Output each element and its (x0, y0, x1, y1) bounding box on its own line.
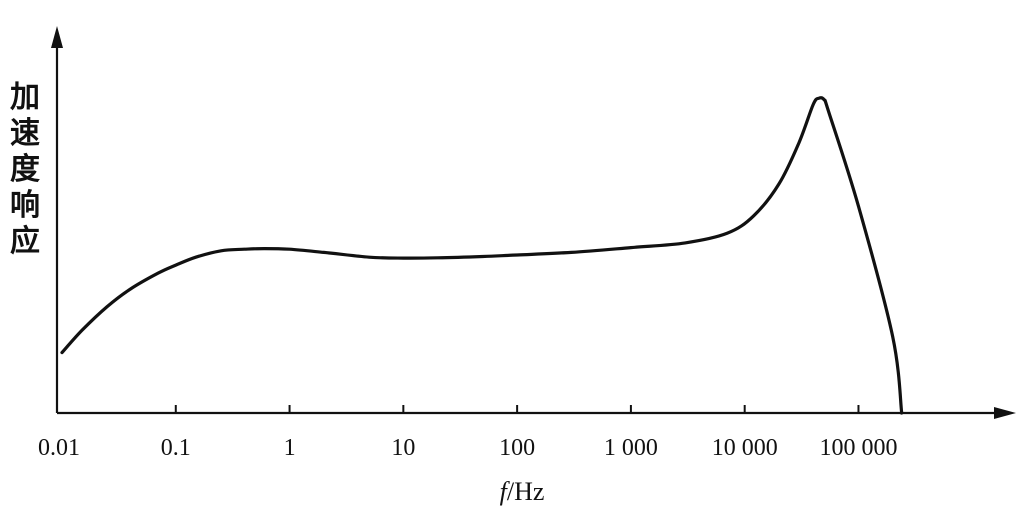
x-tick-label: 1 000 (604, 435, 658, 461)
x-axis-tick-labels: 0.01 0.1 1 10 100 1 000 10 000 100 000 (38, 435, 897, 461)
x-axis-title-unit: /Hz (507, 477, 545, 506)
x-tick-label: 100 000 (819, 435, 897, 461)
x-axis-title: f/Hz (500, 477, 545, 506)
x-tick-label: 100 (499, 435, 535, 461)
x-tick-label: 10 (391, 435, 415, 461)
y-axis-title-char: 加 (10, 80, 40, 115)
acceleration-response-curve (60, 96, 904, 415)
x-axis-title-variable: f (500, 477, 511, 506)
x-tick-label: 0.1 (161, 435, 191, 461)
y-axis-title-char: 度 (10, 152, 40, 187)
y-axis-title-char: 应 (10, 224, 40, 259)
y-axis-title-char: 响 (10, 188, 40, 223)
y-axis-arrowhead (51, 26, 63, 48)
x-axis-ticks (174, 405, 860, 413)
y-axis-title-char: 速 (10, 116, 40, 151)
x-tick-label: 10 000 (712, 435, 778, 461)
x-axis-arrowhead (994, 407, 1016, 419)
x-tick-label: 1 (284, 435, 296, 461)
x-tick-label: 0.01 (38, 435, 80, 461)
